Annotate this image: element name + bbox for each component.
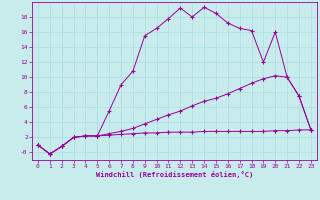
X-axis label: Windchill (Refroidissement éolien,°C): Windchill (Refroidissement éolien,°C) (96, 171, 253, 178)
